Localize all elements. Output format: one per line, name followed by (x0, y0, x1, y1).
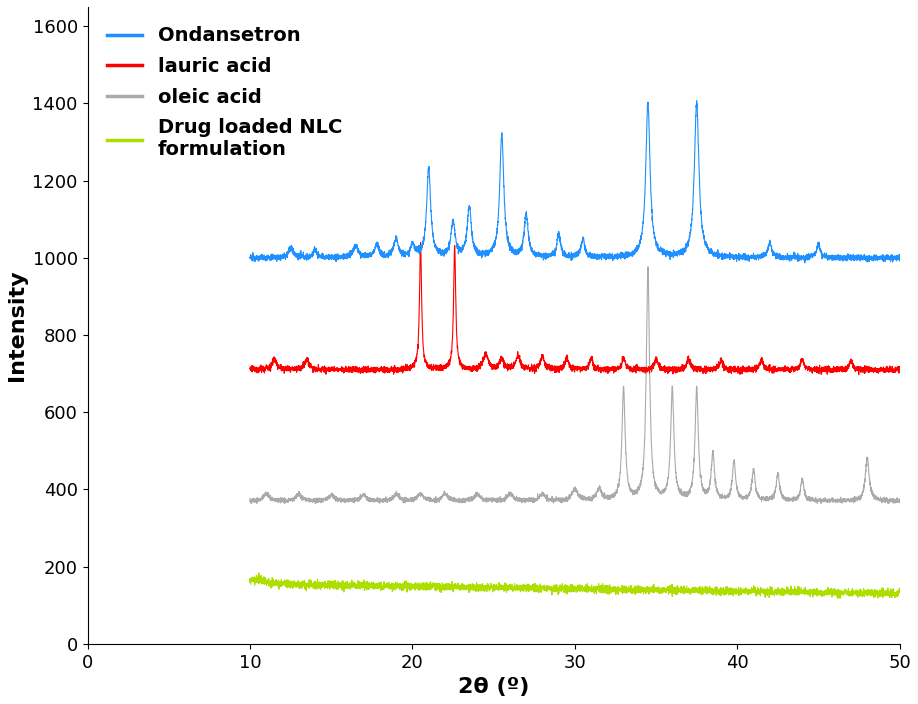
X-axis label: 2θ (º): 2θ (º) (458, 677, 530, 697)
Y-axis label: Intensity: Intensity (7, 270, 27, 381)
Legend: Ondansetron, lauric acid, oleic acid, Drug loaded NLC
formulation: Ondansetron, lauric acid, oleic acid, Dr… (97, 17, 352, 169)
